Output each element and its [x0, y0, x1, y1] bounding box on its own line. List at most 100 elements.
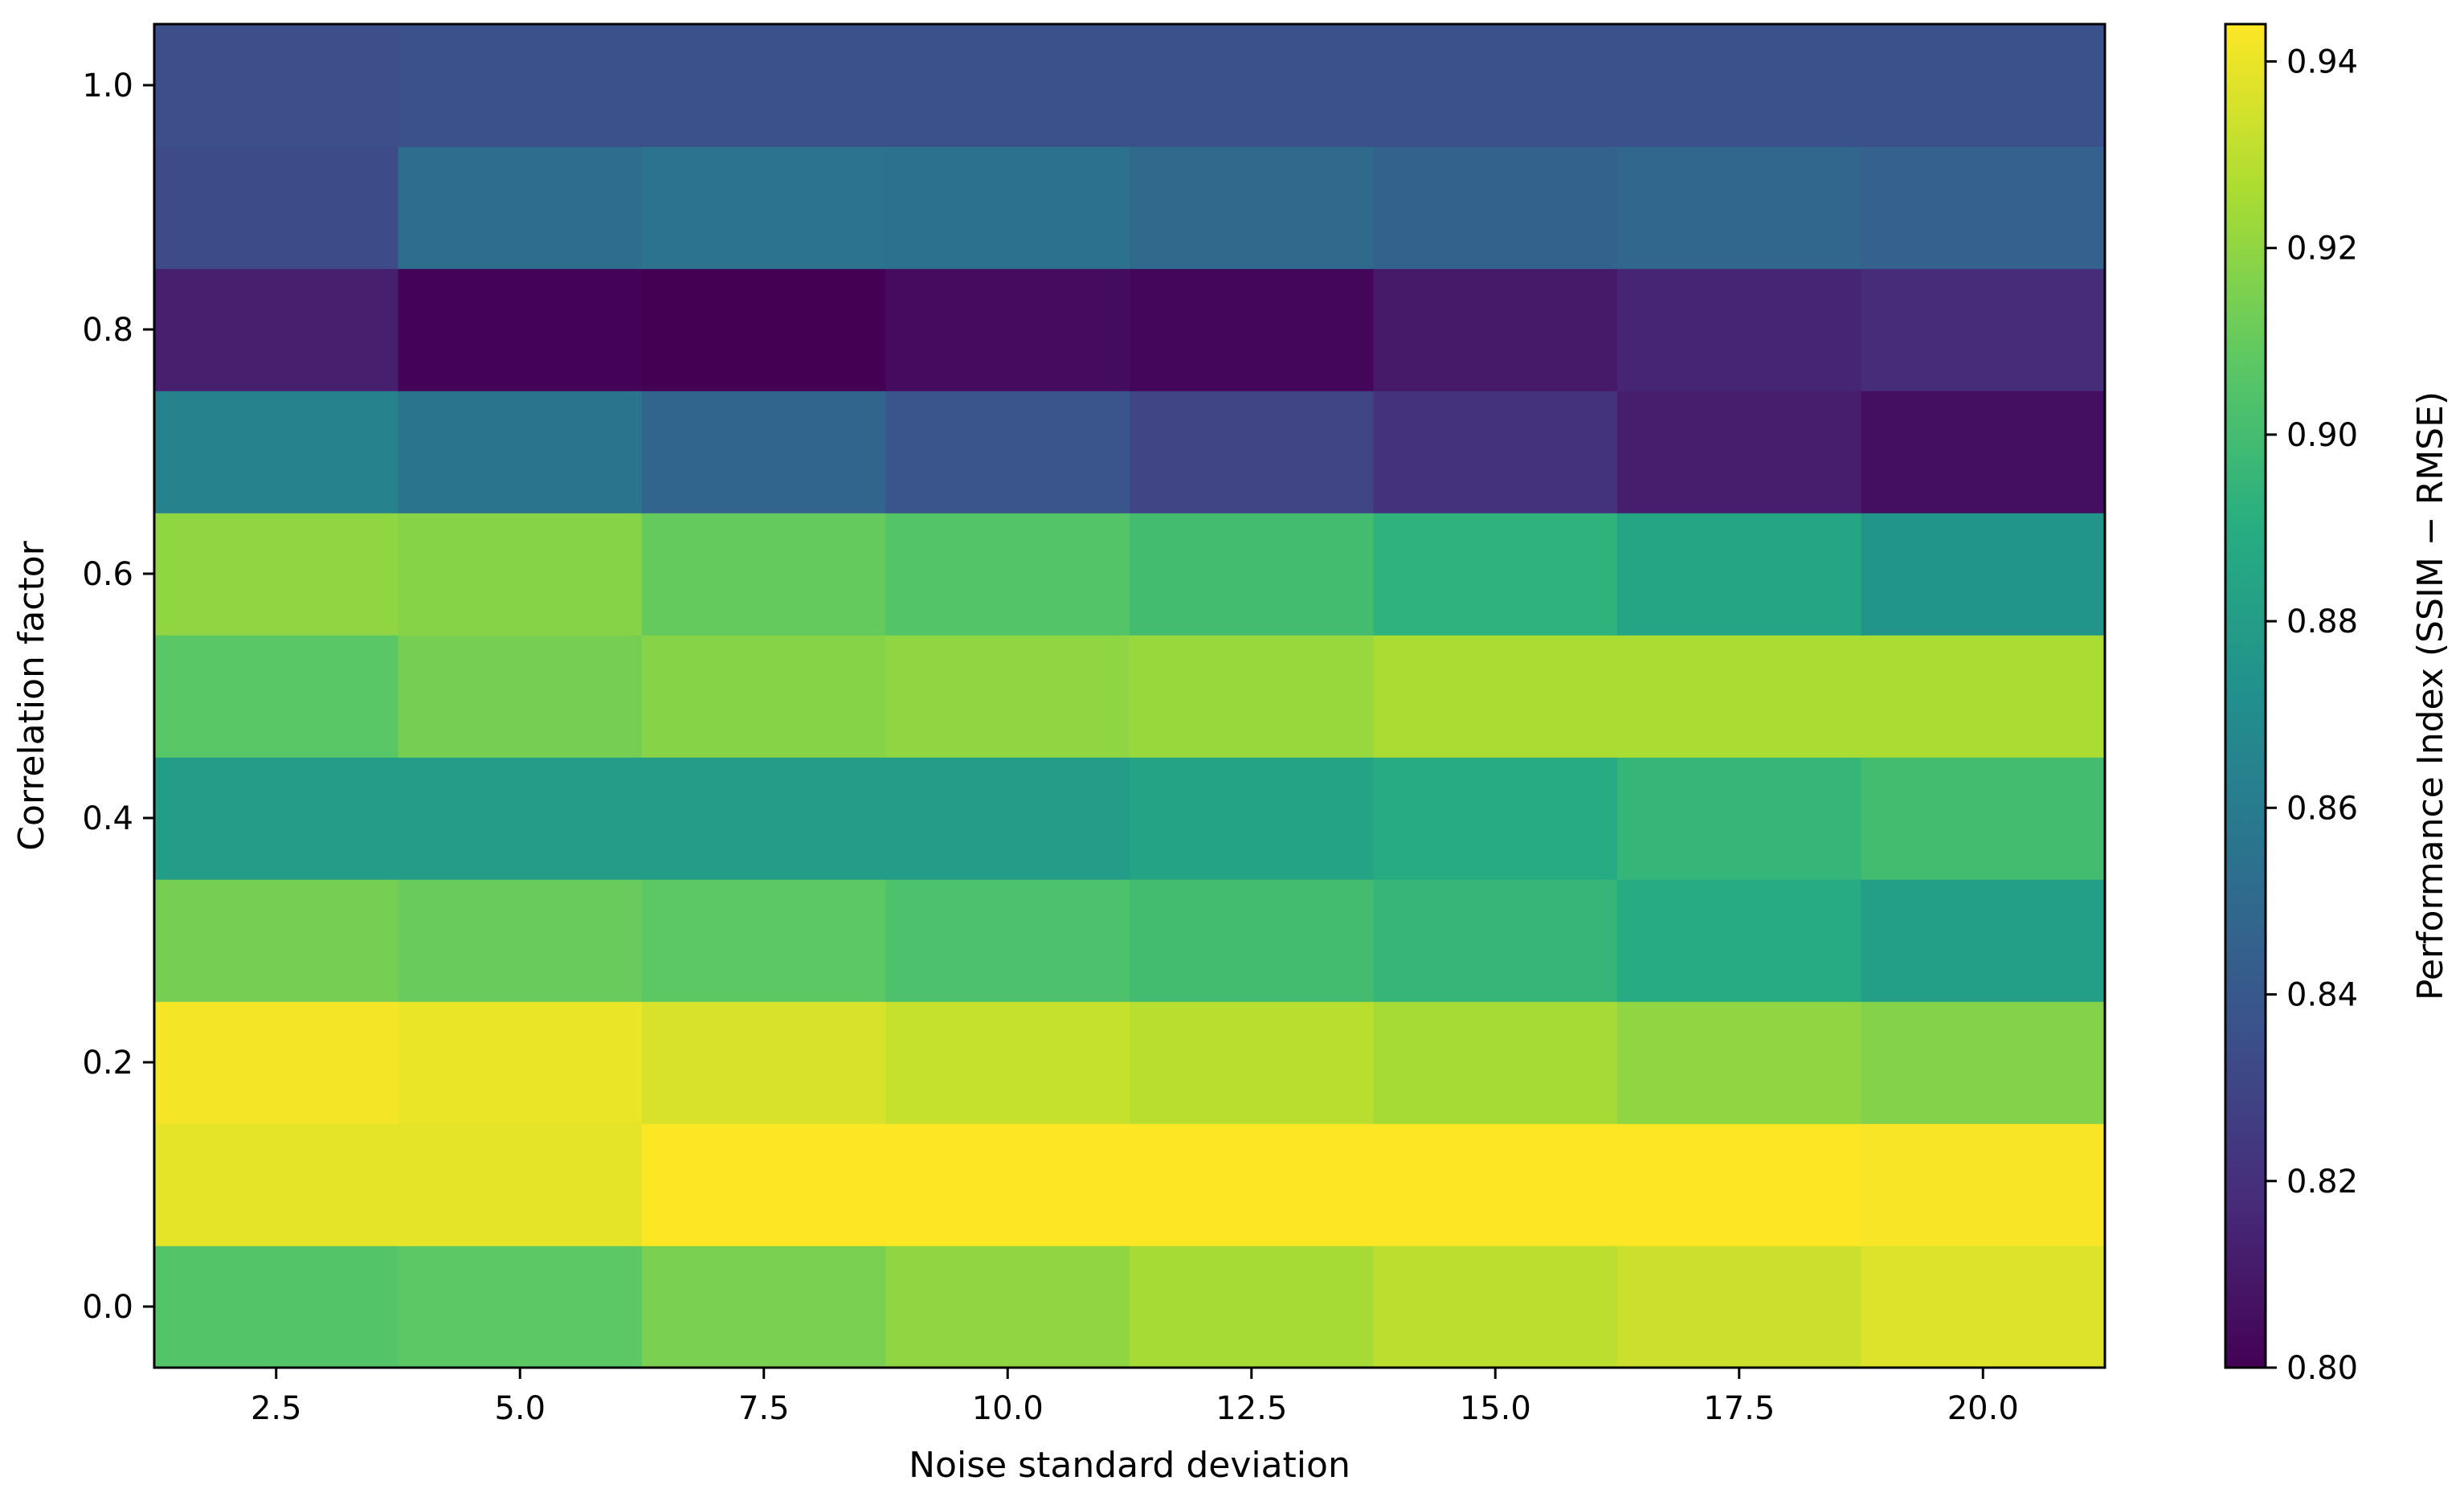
heatmap-cell: [885, 1001, 1130, 1124]
heatmap-cell: [154, 268, 399, 391]
heatmap-cell: [1373, 1001, 1618, 1124]
heatmap-cell: [1617, 757, 1862, 880]
heatmap-cell: [1130, 879, 1375, 1002]
heatmap-cell: [154, 1123, 399, 1246]
heatmap-cell: [154, 1245, 399, 1368]
heatmap-cell: [642, 1001, 887, 1124]
heatmap-cell: [154, 146, 399, 269]
colorbar-tick-label: 0.84: [2286, 977, 2358, 1014]
heatmap-cell: [1130, 268, 1375, 391]
heatmap-cell: [1861, 391, 2106, 513]
heatmap-cell: [398, 879, 643, 1002]
heatmap-cell: [1617, 635, 1862, 758]
x-tick-label: 12.5: [1216, 1390, 1287, 1427]
heatmap-cell: [398, 757, 643, 880]
heatmap-cell: [885, 268, 1130, 391]
colorbar-tick-label: 0.88: [2286, 603, 2358, 640]
heatmap-cell: [642, 1123, 887, 1246]
heatmap-cell: [885, 1245, 1130, 1368]
heatmap-cell: [885, 1123, 1130, 1246]
heatmap-cell: [398, 146, 643, 269]
x-tick-label: 2.5: [251, 1390, 302, 1427]
heatmap-cell: [154, 635, 399, 758]
heatmap-cell: [1373, 1245, 1618, 1368]
heatmap-cell: [398, 1245, 643, 1368]
heatmap-cell: [154, 24, 399, 147]
heatmap-cell: [642, 757, 887, 880]
heatmap-cell: [1130, 635, 1375, 758]
colorbar-tick-label: 0.80: [2286, 1350, 2358, 1387]
heatmap-cell: [1617, 268, 1862, 391]
heatmap-cell: [1130, 513, 1375, 636]
heatmap-cell: [398, 635, 643, 758]
x-tick-label: 5.0: [494, 1390, 546, 1427]
colorbar-label: Performance Index (SSIM − RMSE): [2410, 391, 2451, 1000]
heatmap-cell: [1373, 757, 1618, 880]
heatmap-cell: [1617, 879, 1862, 1002]
y-axis-label: Correlation factor: [11, 540, 52, 850]
heatmap-cell: [398, 1001, 643, 1124]
heatmap-cell: [885, 24, 1130, 147]
heatmap-cell: [1130, 1123, 1375, 1246]
heatmap-cell: [885, 879, 1130, 1002]
plot-frame: [153, 22, 2106, 1369]
heatmap-cell: [1373, 391, 1618, 513]
heatmap-cell: [1861, 1123, 2106, 1246]
heatmap-cell: [642, 1245, 887, 1368]
heatmap-cell: [398, 1123, 643, 1246]
y-tick-label: 0.8: [82, 312, 133, 349]
heatmap-cell: [1861, 757, 2106, 880]
heatmap-cell: [1130, 146, 1375, 269]
heatmap-cell: [1861, 879, 2106, 1002]
y-tick-label: 0.6: [82, 556, 133, 593]
heatmap-cell: [1861, 1001, 2106, 1124]
x-axis-label: Noise standard deviation: [909, 1445, 1351, 1486]
heatmap-cell: [885, 513, 1130, 636]
colorbar: [2224, 22, 2267, 1369]
heatmap-cell: [1373, 268, 1618, 391]
heatmap-cell: [1617, 146, 1862, 269]
y-tick-label: 0.0: [82, 1289, 133, 1326]
colorbar-tick-label: 0.94: [2286, 43, 2358, 80]
heatmap-cell: [1373, 635, 1618, 758]
heatmap-cell: [642, 513, 887, 636]
heatmap-cell: [154, 1001, 399, 1124]
heatmap-cell: [1130, 1245, 1375, 1368]
y-tick-label: 1.0: [82, 67, 133, 104]
heatmap-cell: [1617, 391, 1862, 513]
y-tick-label: 0.2: [82, 1045, 133, 1082]
heatmap-cell: [1617, 1245, 1862, 1368]
heatmap-cell: [154, 879, 399, 1002]
heatmap-cell: [642, 879, 887, 1002]
heatmap-cell: [1617, 1001, 1862, 1124]
y-axis: 0.0 0.2 0.4 0.6 0.8 1.0: [82, 67, 154, 1326]
heatmap-cell: [1373, 24, 1618, 147]
x-axis: 2.5 5.0 7.5 10.0 12.5 15.0 17.5 20.0: [251, 1368, 2019, 1427]
heatmap-cell: [1617, 513, 1862, 636]
heatmap-cell: [885, 391, 1130, 513]
heatmap-cell: [398, 24, 643, 147]
heatmap-cell: [1617, 1123, 1862, 1246]
colorbar-tick-label: 0.90: [2286, 417, 2358, 454]
colorbar-tick-label: 0.82: [2286, 1164, 2358, 1200]
heatmap-cell: [1861, 635, 2106, 758]
y-tick-label: 0.4: [82, 800, 133, 837]
x-tick-label: 20.0: [1947, 1390, 2019, 1427]
heatmap-cell: [1373, 879, 1618, 1002]
colorbar-tick-label: 0.92: [2286, 231, 2358, 268]
x-tick-label: 7.5: [738, 1390, 790, 1427]
heatmap-cell: [1861, 1245, 2106, 1368]
heatmap-cell: [154, 391, 399, 513]
heatmap-cell: [1130, 24, 1375, 147]
heatmap-cell: [642, 268, 887, 391]
heatmap-cell: [1861, 513, 2106, 636]
heatmap-cell: [398, 513, 643, 636]
heatmap-cell: [1617, 24, 1862, 147]
x-tick-label: 15.0: [1460, 1390, 1531, 1427]
heatmap-cell: [1373, 1123, 1618, 1246]
heatmap-cell: [1373, 146, 1618, 269]
heatmap-cell: [642, 146, 887, 269]
heatmap-cell: [398, 268, 643, 391]
